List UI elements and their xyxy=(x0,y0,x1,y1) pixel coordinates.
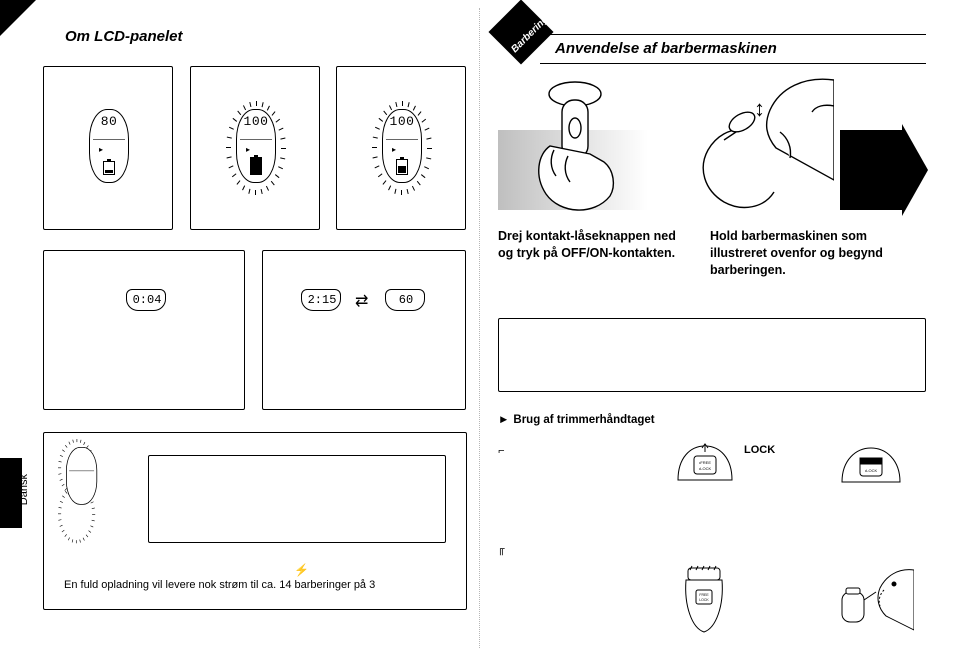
up-down-arrow-icon: ↕ xyxy=(754,96,765,122)
lcd-panel-4: 0:04 xyxy=(43,250,245,410)
instruction-left: Drej kontakt-låseknappen ned og tryk på … xyxy=(498,228,684,262)
lcd-value: 100 xyxy=(382,114,422,129)
lock-label: LOCK xyxy=(744,444,775,456)
lcd-panel-2: 100 ▸ xyxy=(190,66,320,230)
charge-arrow-icon: ▸ xyxy=(246,145,250,154)
triangle-bullet-icon: ► xyxy=(498,414,509,426)
subheading-trimmer-text: Brug af trimmerhåndtaget xyxy=(513,414,654,426)
lcd-panel-5: 2:15 ⇄ 60 xyxy=(262,250,466,410)
mini-glyph-2: ╓ xyxy=(498,544,505,556)
right-section-title: Anvendelse af barbermaskinen xyxy=(555,40,777,57)
mini-glyph-1: ⌐ xyxy=(498,446,505,458)
plug-icon: ⚡ xyxy=(294,563,309,577)
lcd-value: 80 xyxy=(89,114,129,129)
lock-switch-illustration-1: •FREE •LOCK xyxy=(674,440,736,488)
svg-text:LOCK: LOCK xyxy=(699,598,709,602)
lcd-strip-value: 0:04 xyxy=(127,293,167,307)
swap-icon: ⇄ xyxy=(355,291,368,311)
hand-shaver-illustration xyxy=(520,76,630,216)
lcd-strip-1: 0:04 xyxy=(126,289,166,311)
footnote-text: En fuld opladning vil levere nok strøm t… xyxy=(64,579,464,591)
big-arrow-head-icon xyxy=(902,124,928,216)
lcd-divider xyxy=(240,139,272,140)
lcd-strip-value: 60 xyxy=(386,293,426,307)
lcd-body xyxy=(66,447,97,505)
big-arrow-body xyxy=(840,130,902,210)
lcd-strip-value: 2:15 xyxy=(302,293,342,307)
svg-text:•LOCK: •LOCK xyxy=(865,468,878,473)
sideburn-trim-illustration xyxy=(836,566,914,632)
lcd-strip-right: 60 xyxy=(385,289,425,311)
page: Dansk Om LCD-panelet 80 ▸ 100 ▸ 100 ▸ xyxy=(0,0,954,671)
illustration-band xyxy=(498,130,928,210)
lock-switch-illustration-2: •LOCK xyxy=(836,440,906,490)
subheading-trimmer: ► Brug af trimmerhåndtaget xyxy=(498,414,655,426)
lcd-divider xyxy=(69,470,94,471)
charge-arrow-icon: ▸ xyxy=(392,145,396,154)
lcd-strip-left: 2:15 xyxy=(301,289,341,311)
charge-arrow-icon: ▸ xyxy=(99,145,103,154)
battery-icon xyxy=(250,157,262,175)
corner-triangle-left xyxy=(0,0,36,36)
instruction-right: Hold barbermaskinen som illustreret oven… xyxy=(710,228,896,279)
left-section-title: Om LCD-panelet xyxy=(65,28,183,45)
face-shaving-illustration xyxy=(684,70,834,220)
svg-text:•FREE: •FREE xyxy=(699,460,711,465)
battery-icon xyxy=(103,161,115,175)
note-box xyxy=(498,318,926,392)
battery-icon xyxy=(396,159,408,175)
lcd-divider xyxy=(93,139,125,140)
column-divider xyxy=(479,8,480,648)
lcd-panel-3: 100 ▸ xyxy=(336,66,466,230)
lcd-panel-6: ⚡ En fuld opladning vil levere nok strøm… xyxy=(43,432,467,610)
svg-text:FREE: FREE xyxy=(699,593,709,597)
lcd-panel-1: 80 ▸ xyxy=(43,66,173,230)
trimmer-illustration-1: FREE LOCK xyxy=(674,562,734,634)
lcd-divider xyxy=(386,139,418,140)
language-tab-label: Dansk xyxy=(18,474,30,505)
lcd-value: 100 xyxy=(236,114,276,129)
svg-text:•LOCK: •LOCK xyxy=(699,466,712,471)
inner-box xyxy=(148,455,446,543)
